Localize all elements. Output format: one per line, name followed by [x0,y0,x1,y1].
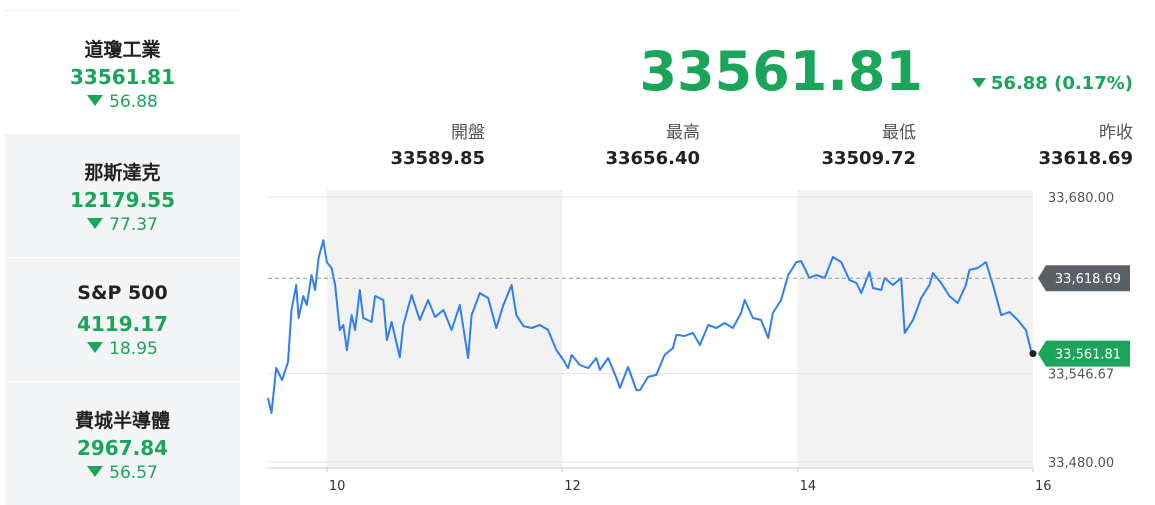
shaded-band [797,190,1033,468]
down-arrow [87,95,104,106]
index-price: 2967.84 [76,436,169,460]
down-arrow [87,466,104,477]
price-tag-label: 33,618.69 [1055,272,1121,287]
index-change: 56.57 [5,463,240,483]
change-text: 56.57 [109,463,158,483]
price-line [267,239,1033,414]
change-text: 77.37 [109,215,158,235]
price-tag [1038,340,1130,367]
current-price: 33561.81 [639,40,923,103]
last-point [1029,350,1037,358]
index-item[interactable]: 道瓊工業 33561.81 56.88 [5,10,240,134]
index-change: 18.95 [5,339,240,359]
down-arrow [971,78,986,88]
stat-label: 昨收 [1099,123,1133,143]
x-tick-label: 16 [1035,479,1052,494]
change-text: 56.88 [109,92,158,112]
sidebar: 道瓊工業 33561.81 56.88 那斯達克 12179.55 77.37 S&P … [5,10,240,505]
price-tag [1038,265,1130,292]
stat-value: 33509.72 [821,148,916,169]
down-arrow [87,342,104,353]
change-text: 56.88 (0.17%) [990,73,1133,94]
price-tag-label: 33,561.81 [1055,348,1121,363]
stat-value: 33618.69 [1038,148,1133,169]
x-tick-label: 10 [329,479,346,494]
index-price: 4119.17 [76,312,169,336]
y-tick-label: 33,546.67 [1048,368,1114,383]
index-item[interactable]: S&P 500 4119.17 18.95 [5,258,240,381]
price-change: 56.88 (0.17%) [971,73,1133,94]
index-item[interactable]: 費城半導體 2967.84 56.57 [5,382,240,505]
stat: 最高 33656.40 [605,118,700,169]
x-tick-label: 14 [800,479,817,494]
index-price: 33561.81 [69,65,175,89]
stat-label: 開盤 [451,123,485,143]
stat: 最低 33509.72 [821,118,916,169]
index-change: 77.37 [5,215,240,235]
stat: 昨收 33618.69 [1038,118,1133,169]
shaded-band [326,190,563,468]
y-tick-label: 33,680.00 [1048,191,1114,206]
index-name: 道瓊工業 [84,39,161,61]
stat: 開盤 33589.85 [390,118,485,169]
stat-value: 33656.40 [605,148,700,169]
down-arrow [87,218,104,229]
x-tick-label: 12 [564,479,581,494]
change-text: 18.95 [109,339,158,359]
stat-value: 33589.85 [390,148,485,169]
index-name: 費城半導體 [74,410,170,432]
index-name: S&P 500 [77,282,168,304]
y-tick-label: 33,480.00 [1048,456,1114,471]
index-item[interactable]: 那斯達克 12179.55 77.37 [5,134,240,257]
index-price: 12179.55 [69,188,175,212]
stat-label: 最低 [882,123,916,143]
index-change: 56.88 [5,92,240,112]
index-name: 那斯達克 [84,162,161,184]
stat-label: 最高 [666,123,700,143]
